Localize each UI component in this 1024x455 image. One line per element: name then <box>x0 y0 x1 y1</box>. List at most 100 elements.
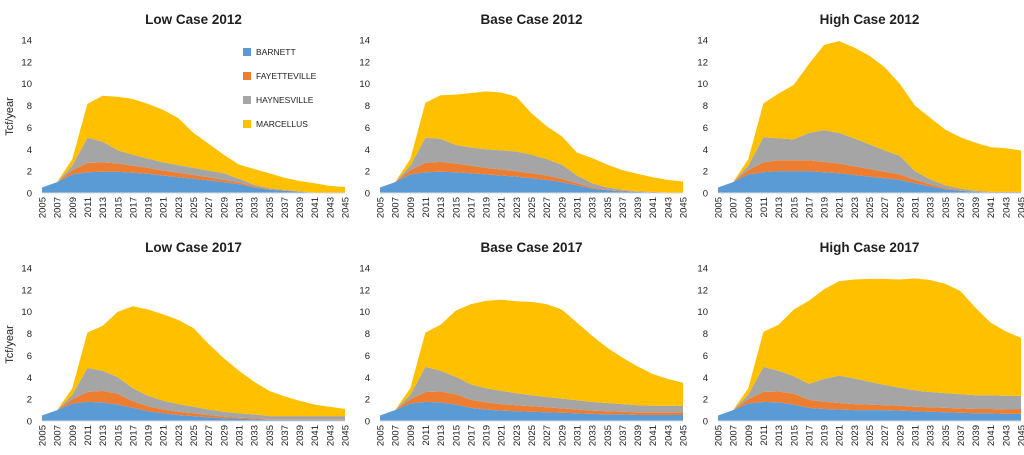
x-tick-label: 2007 <box>53 197 64 218</box>
area-series-haynesville <box>42 368 345 420</box>
y-tick-label: 10 <box>697 79 708 90</box>
y-tick-label: 6 <box>365 123 370 134</box>
chart-title: High Case 2012 <box>820 12 920 27</box>
area-series-marcellus <box>42 306 345 417</box>
chart-title: Low Case 2012 <box>145 12 242 27</box>
x-tick-label: 2021 <box>159 425 170 446</box>
x-tick-label: 2021 <box>497 425 508 446</box>
x-tick-label: 2017 <box>804 197 815 218</box>
x-tick-label: 2015 <box>451 197 462 218</box>
x-tick-label: 2025 <box>527 197 538 218</box>
area-series-marcellus <box>380 299 683 416</box>
x-tick-label: 2005 <box>38 197 49 218</box>
x-tick-label: 2035 <box>603 425 614 446</box>
x-tick-label: 2045 <box>1017 425 1024 446</box>
x-tick-label: 2019 <box>820 197 831 218</box>
x-tick-label: 2029 <box>895 197 906 218</box>
x-tick-label: 2005 <box>376 425 387 446</box>
y-tick-label: 6 <box>27 351 32 362</box>
area-series-fayetteville <box>718 391 1021 416</box>
x-tick-label: 2027 <box>880 425 891 446</box>
area-series-barnett <box>380 171 683 193</box>
x-tick-label: 2017 <box>128 425 139 446</box>
x-tick-label: 2013 <box>98 425 109 446</box>
x-tick-label: 2019 <box>482 197 493 218</box>
x-tick-label: 2033 <box>588 197 599 218</box>
x-tick-label: 2025 <box>189 197 200 218</box>
x-tick-label: 2035 <box>603 197 614 218</box>
y-tick-label: 4 <box>703 373 708 384</box>
area-series-haynesville <box>718 366 1021 416</box>
x-tick-label: 2029 <box>895 425 906 446</box>
x-tick-label: 2017 <box>128 197 139 218</box>
x-tick-label: 2043 <box>1001 197 1012 218</box>
x-tick-label: 2033 <box>250 425 261 446</box>
x-tick-label: 2031 <box>573 425 584 446</box>
x-tick-label: 2027 <box>542 197 553 218</box>
x-tick-label: 2015 <box>451 425 462 446</box>
legend-swatch-haynesville <box>243 96 251 104</box>
x-tick-label: 2019 <box>144 197 155 218</box>
y-tick-label: 8 <box>27 329 32 340</box>
x-tick-label: 2029 <box>557 197 568 218</box>
x-tick-label: 2009 <box>406 197 417 218</box>
y-tick-label: 10 <box>359 307 370 318</box>
y-tick-label: 0 <box>703 189 708 200</box>
x-tick-label: 2007 <box>391 197 402 218</box>
x-tick-label: 2011 <box>759 425 770 445</box>
y-tick-label: 12 <box>21 57 32 68</box>
y-tick-label: 2 <box>365 167 370 178</box>
x-tick-label: 2039 <box>633 197 644 218</box>
area-series-barnett <box>718 401 1021 421</box>
x-tick-label: 2035 <box>265 425 276 446</box>
x-tick-label: 2041 <box>310 425 321 446</box>
y-tick-label: 14 <box>359 264 370 275</box>
x-tick-label: 2023 <box>174 197 185 218</box>
x-tick-label: 2033 <box>926 197 937 218</box>
area-series-fayetteville <box>42 162 345 193</box>
y-tick-label: 4 <box>703 145 708 156</box>
x-tick-label: 2013 <box>436 425 447 446</box>
x-tick-label: 2009 <box>744 425 755 446</box>
x-tick-label: 2007 <box>729 197 740 218</box>
x-tick-label: 2021 <box>159 197 170 218</box>
x-tick-label: 2035 <box>265 197 276 218</box>
x-tick-label: 2043 <box>1001 425 1012 446</box>
x-tick-label: 2045 <box>341 197 352 218</box>
y-tick-label: 4 <box>27 373 32 384</box>
x-tick-label: 2025 <box>865 425 876 446</box>
y-tick-label: 4 <box>27 145 32 156</box>
chart-low-case-2017: Low Case 2017 Tcf/year 0 2 4 6 8 10 12 14 2005 2007… <box>0 228 352 453</box>
x-tick-label: 2017 <box>804 425 815 446</box>
y-tick-label: 12 <box>21 285 32 296</box>
y-tick-label: 2 <box>27 395 32 406</box>
x-tick-label: 2027 <box>204 425 215 446</box>
x-tick-label: 2005 <box>714 425 725 446</box>
x-tick-label: 2039 <box>971 197 982 218</box>
x-tick-label: 2041 <box>310 197 321 218</box>
y-tick-label: 10 <box>21 79 32 90</box>
x-tick-label: 2037 <box>956 425 967 446</box>
x-tick-label: 2007 <box>391 425 402 446</box>
area-series-barnett <box>718 171 1021 193</box>
x-tick-label: 2031 <box>573 197 584 218</box>
x-tick-label: 2033 <box>588 425 599 446</box>
x-tick-label: 2045 <box>679 425 690 446</box>
y-tick-label: 6 <box>703 123 708 134</box>
x-tick-label: 2031 <box>911 197 922 218</box>
legend-item-haynesville: HAYNESVILLE <box>243 88 316 112</box>
x-tick-label: 2019 <box>820 425 831 446</box>
y-tick-label: 14 <box>21 36 32 47</box>
x-tick-label: 2043 <box>663 197 674 218</box>
x-tick-label: 2021 <box>835 197 846 218</box>
y-tick-label: 14 <box>697 264 708 275</box>
x-tick-label: 2009 <box>406 425 417 446</box>
x-tick-label: 2027 <box>880 197 891 218</box>
x-tick-label: 2011 <box>83 197 94 217</box>
x-tick-label: 2041 <box>648 425 659 446</box>
legend-label-barnett: BARNETT <box>256 47 296 57</box>
chart-high-case-2012: High Case 2012 0 2 4 6 8 10 12 14 2005 2007 2009 201… <box>676 0 1024 225</box>
y-tick-label: 12 <box>697 57 708 68</box>
y-axis-label: Tcf/year <box>4 97 16 136</box>
y-tick-label: 8 <box>703 329 708 340</box>
